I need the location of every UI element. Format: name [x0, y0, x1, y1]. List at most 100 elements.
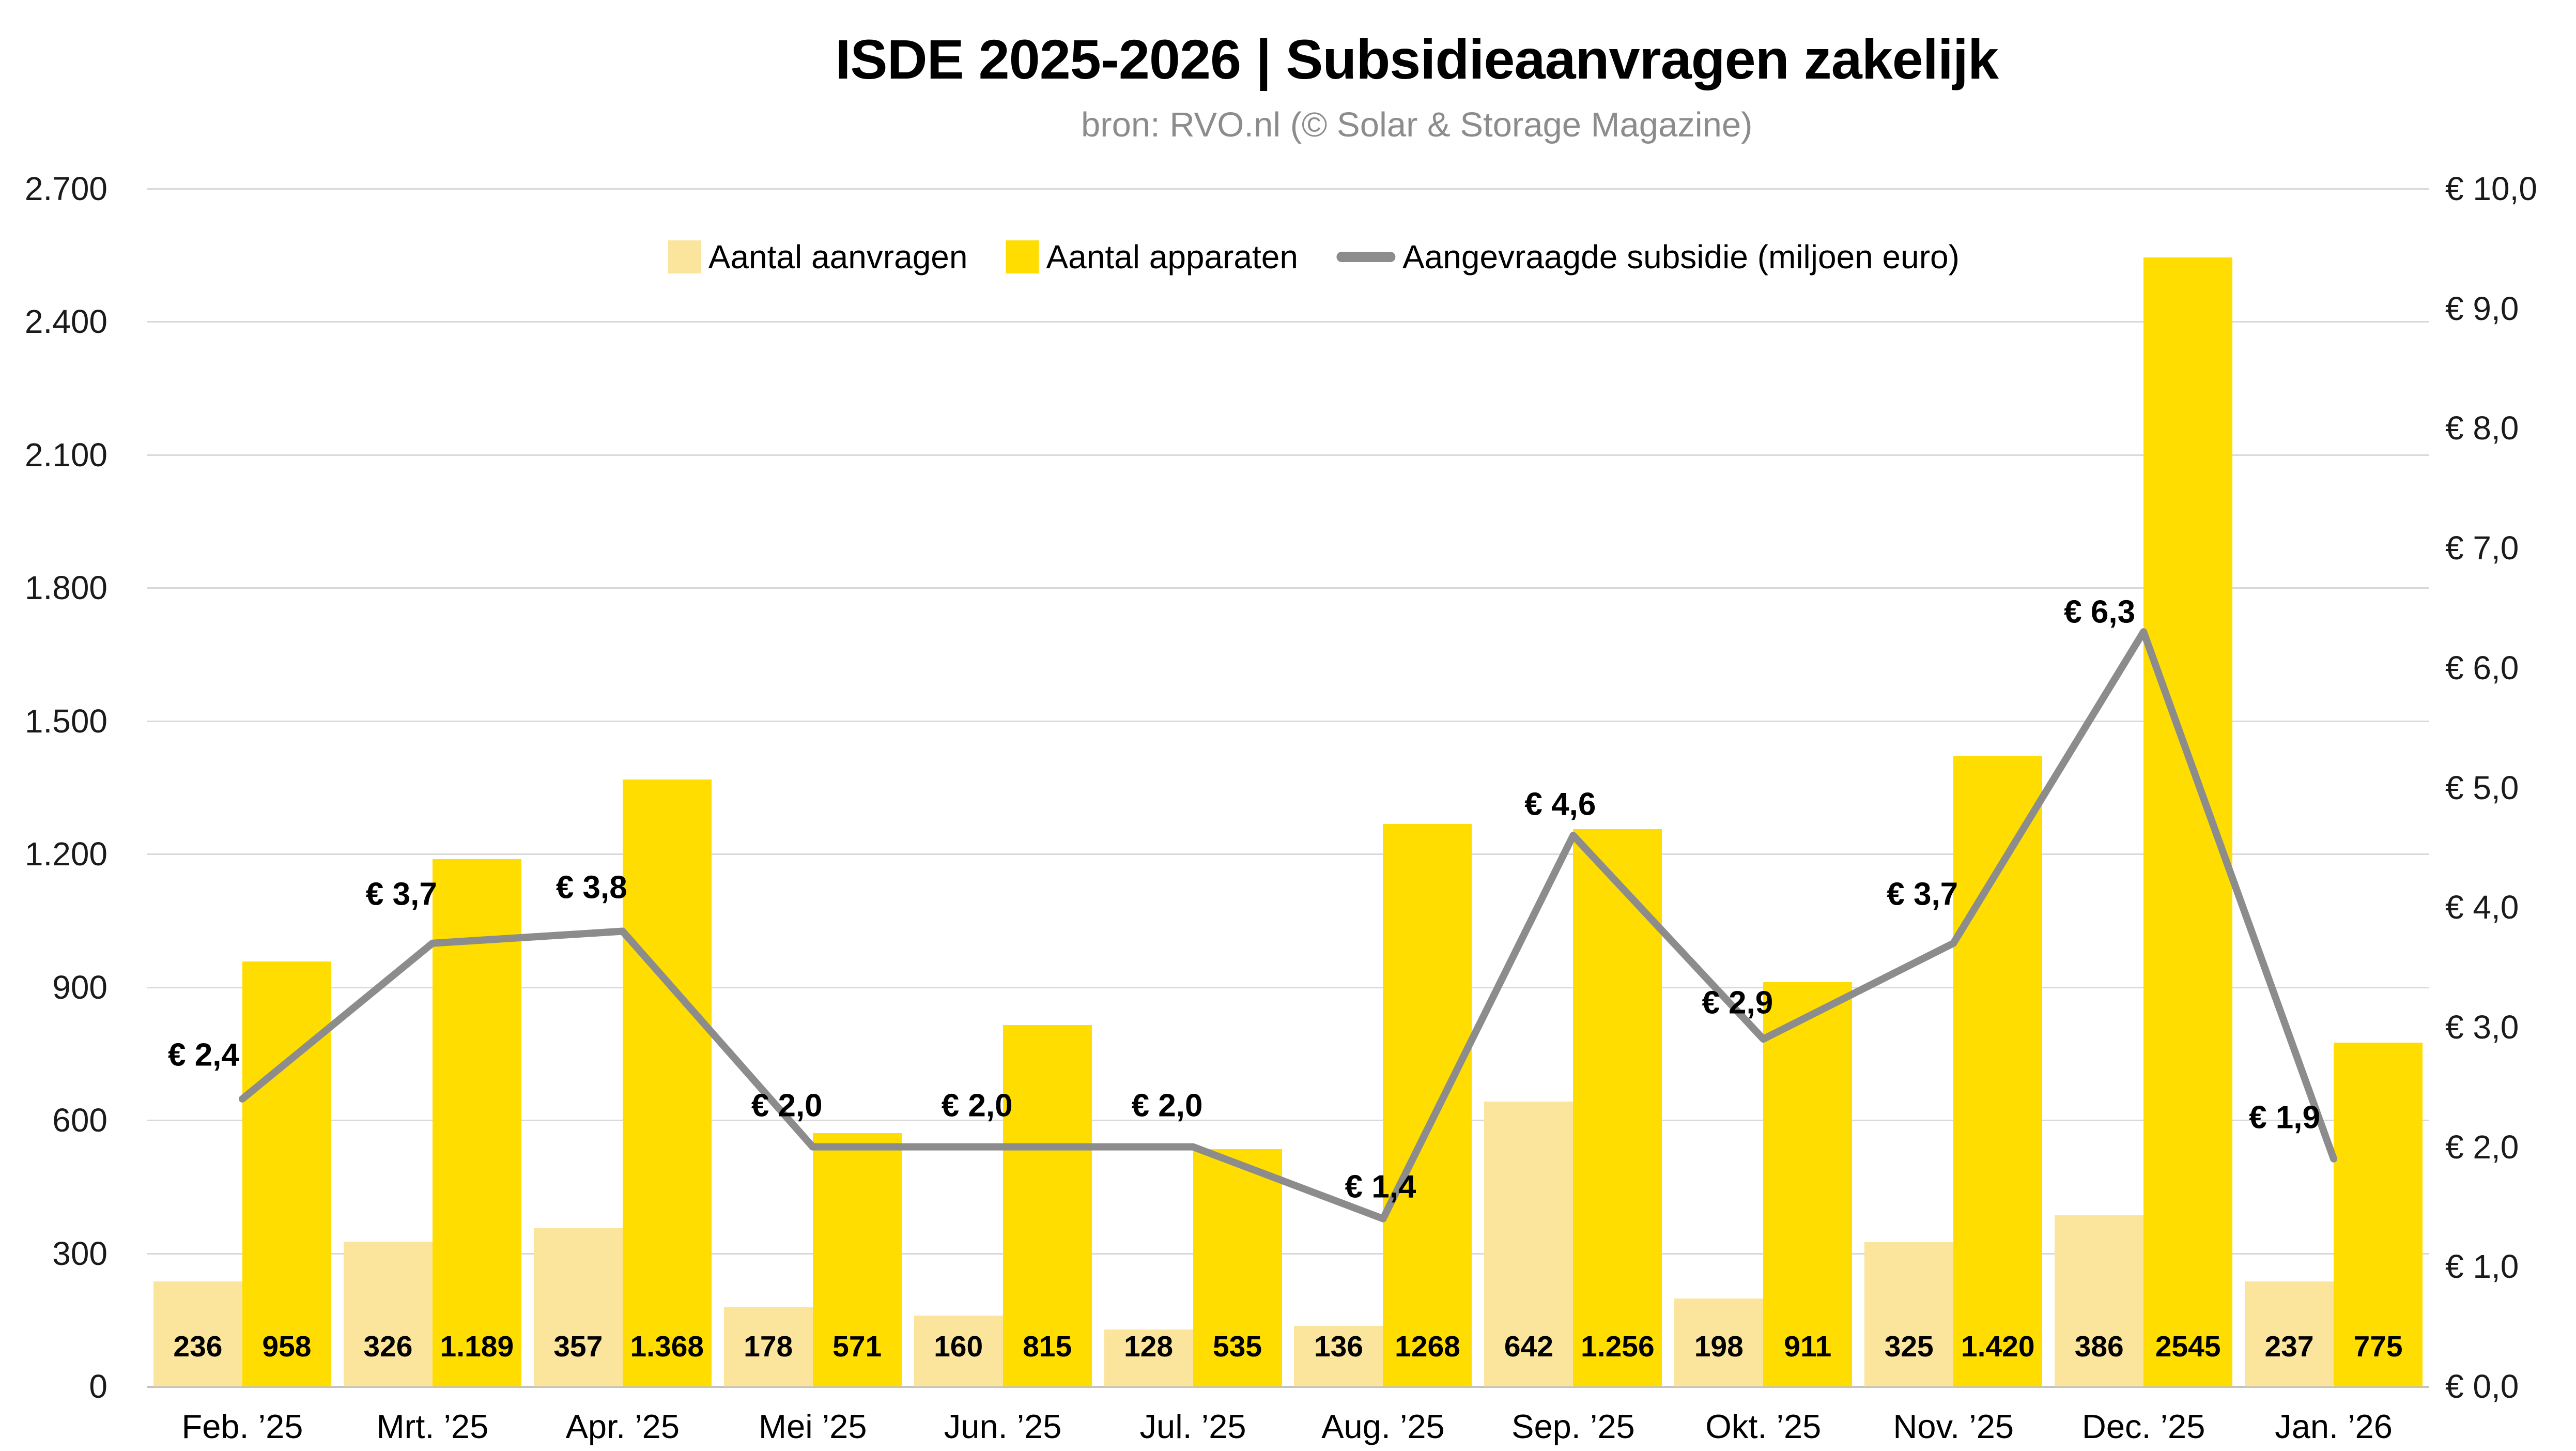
bar-value-aanvragen-11: 386	[2074, 1330, 2124, 1363]
line-value-3: € 3,8	[556, 869, 627, 906]
xtick-10: Nov. ’25	[1893, 1408, 2014, 1445]
bar-apparaten-7	[1383, 823, 1472, 1386]
bar-value-apparaten-6: 535	[1212, 1330, 1262, 1363]
xtick-11: Dec. ’25	[2081, 1408, 2205, 1445]
gridline-2400	[147, 321, 2429, 323]
bar-value-apparaten-2: 1.189	[440, 1330, 514, 1363]
subsidie-line-swatch	[1336, 252, 1395, 262]
bar-apparaten-3	[622, 780, 712, 1386]
bar-value-apparaten-8: 1.256	[1581, 1330, 1655, 1363]
bar-value-apparaten-7: 1268	[1395, 1330, 1460, 1363]
legend-label-subsidie: Aangevraagde subsidie (miljoen euro)	[1402, 238, 1960, 276]
xtick-3: Apr. ’25	[565, 1408, 680, 1445]
bar-value-apparaten-9: 911	[1784, 1330, 1832, 1363]
xtick-12: Jan. ’26	[2275, 1408, 2393, 1445]
xtick-2: Mrt. ’25	[376, 1408, 489, 1445]
ytick-right-5: € 5,0	[2445, 769, 2519, 806]
bar-apparaten-9	[1763, 982, 1853, 1386]
bar-aanvragen-6	[1104, 1330, 1193, 1386]
bar-aanvragen-1	[153, 1281, 242, 1386]
ytick-right-9: € 9,0	[2445, 289, 2519, 327]
gridline-1800	[147, 587, 2429, 589]
gridline-600	[147, 1120, 2429, 1122]
ytick-left-900: 900	[52, 968, 107, 1006]
bar-value-aanvragen-10: 325	[1884, 1330, 1934, 1363]
ytick-right-6: € 6,0	[2445, 649, 2519, 686]
line-value-2: € 3,7	[365, 876, 437, 912]
line-value-10: € 3,7	[1887, 876, 1958, 912]
line-value-12: € 1,9	[2249, 1099, 2320, 1136]
xtick-9: Okt. ’25	[1705, 1408, 1822, 1445]
ytick-right-3: € 3,0	[2445, 1008, 2519, 1046]
gridline-1200	[147, 853, 2429, 856]
legend-item-apparaten: Aantal apparaten	[1006, 238, 1298, 276]
apparaten-swatch	[1006, 240, 1039, 273]
bar-value-apparaten-11: 2545	[2155, 1330, 2221, 1363]
bar-apparaten-2	[432, 859, 521, 1386]
chart-title: ISDE 2025-2026 | Subsidieaanvragen zakel…	[835, 28, 1999, 90]
bar-value-aanvragen-3: 357	[553, 1330, 603, 1363]
bar-value-aanvragen-6: 128	[1123, 1330, 1174, 1363]
bar-value-aanvragen-4: 178	[744, 1330, 793, 1363]
bar-value-apparaten-4: 571	[832, 1330, 882, 1363]
ytick-left-0: 0	[89, 1368, 107, 1405]
bar-aanvragen-11	[2055, 1215, 2144, 1386]
ytick-left-300: 300	[52, 1234, 107, 1272]
line-value-5: € 2,0	[941, 1088, 1013, 1124]
bar-value-aanvragen-7: 136	[1314, 1330, 1364, 1363]
ytick-left-1.500: 1.500	[24, 702, 107, 740]
line-value-4: € 2,0	[751, 1088, 823, 1124]
legend-label-aanvragen: Aantal aanvragen	[708, 238, 968, 276]
bar-aanvragen-4	[723, 1307, 813, 1386]
xtick-4: Mei ’25	[758, 1408, 867, 1445]
gridline-2700	[147, 188, 2429, 190]
bar-value-apparaten-3: 1.368	[630, 1330, 704, 1363]
bar-value-aanvragen-1: 236	[173, 1330, 223, 1363]
ytick-left-2.700: 2.700	[24, 170, 107, 207]
bar-value-apparaten-5: 815	[1023, 1330, 1072, 1363]
bar-apparaten-6	[1193, 1149, 1282, 1386]
line-value-9: € 2,9	[1702, 985, 1773, 1021]
ytick-left-1.800: 1.800	[24, 569, 107, 607]
bar-value-aanvragen-2: 326	[363, 1330, 413, 1363]
line-value-1: € 2,4	[168, 1037, 239, 1073]
subsidie-polyline	[238, 628, 2338, 1223]
bar-apparaten-4	[812, 1133, 902, 1386]
bar-value-apparaten-1: 958	[262, 1330, 312, 1363]
bar-aanvragen-5	[914, 1315, 1003, 1386]
subsidie-line	[238, 628, 2338, 1223]
bar-value-aanvragen-12: 237	[2264, 1330, 2314, 1363]
gridline-900	[147, 986, 2429, 988]
ytick-right-2: € 2,0	[2445, 1128, 2519, 1166]
bar-value-aanvragen-9: 198	[1694, 1330, 1744, 1363]
bar-apparaten-5	[1002, 1025, 1092, 1386]
bar-aanvragen-9	[1674, 1299, 1764, 1386]
line-value-6: € 2,0	[1131, 1088, 1203, 1124]
ytick-right-7: € 7,0	[2445, 529, 2519, 567]
line-value-7: € 1,4	[1345, 1169, 1416, 1205]
bar-apparaten-12	[2334, 1042, 2423, 1386]
bar-value-apparaten-12: 775	[2353, 1330, 2403, 1363]
ytick-left-1.200: 1.200	[24, 835, 107, 873]
ytick-right-10: € 10,0	[2445, 170, 2537, 207]
line-value-11: € 6,3	[2064, 594, 2136, 630]
xtick-6: Jul. ’25	[1139, 1408, 1246, 1445]
bar-aanvragen-12	[2245, 1281, 2334, 1386]
bar-apparaten-1	[242, 961, 331, 1386]
ytick-left-600: 600	[52, 1102, 107, 1139]
ytick-right-1: € 1,0	[2445, 1248, 2519, 1286]
aanvragen-swatch	[668, 240, 701, 273]
chart-subtitle: bron: RVO.nl (© Solar & Storage Magazine…	[1081, 105, 1753, 144]
gridline-1500	[147, 720, 2429, 722]
ytick-left-2.400: 2.400	[24, 303, 107, 341]
ytick-left-2.100: 2.100	[24, 436, 107, 474]
ytick-right-0: € 0,0	[2445, 1368, 2519, 1405]
gridline-0	[147, 1386, 2429, 1388]
bar-value-apparaten-10: 1.420	[1961, 1330, 2035, 1363]
bar-apparaten-10	[1953, 756, 2043, 1386]
line-value-8: € 4,6	[1524, 786, 1596, 822]
bar-aanvragen-7	[1294, 1326, 1383, 1386]
legend-item-subsidie: Aangevraagde subsidie (miljoen euro)	[1336, 238, 1960, 276]
bar-value-aanvragen-5: 160	[934, 1330, 983, 1363]
